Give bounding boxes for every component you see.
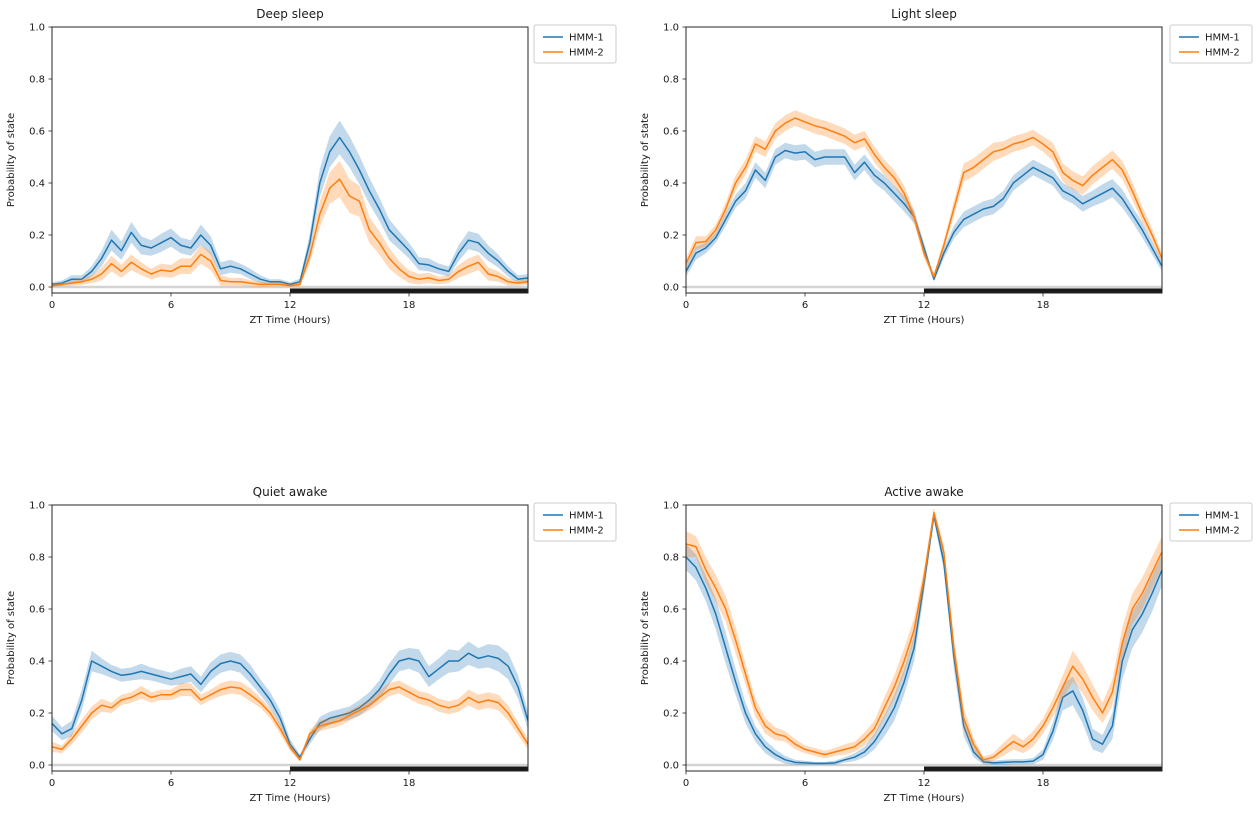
line-hmm-2 xyxy=(685,512,1163,761)
plot-area-active-awake: 0 6 12 18 0.0 0.2 0.4 0.6 0.8 1.0 xyxy=(663,501,1163,789)
x-tick-label: 6 xyxy=(802,300,808,311)
ci-band-hmm-1 xyxy=(52,641,528,760)
plot-area-quiet-awake: 0 6 12 18 0.0 0.2 0.4 0.6 0.8 1.0 xyxy=(29,501,529,789)
y-tick-label: 0.6 xyxy=(29,605,45,616)
y-tick-label: 0.0 xyxy=(29,761,45,772)
plot-area-deep-sleep: 0 6 12 18 0.0 0.2 0.4 0.6 0.8 1.0 xyxy=(29,23,529,311)
line-hmm-1 xyxy=(51,652,529,758)
dark-phase-bar xyxy=(290,766,528,771)
ci-band-hmm-1 xyxy=(686,142,1162,282)
y-tick-label: 0.6 xyxy=(29,127,45,138)
y-tick-label: 0.2 xyxy=(29,231,45,242)
legend-label-hmm2: HMM-2 xyxy=(1205,48,1240,59)
legend-label-hmm2: HMM-2 xyxy=(1205,526,1240,537)
subplot-deep-sleep: 0 6 12 18 0.0 0.2 0.4 0.6 0.8 1.0 Deep sleep ZT T… xyxy=(6,7,617,326)
plot-spines xyxy=(51,504,529,772)
dark-phase-bar xyxy=(290,288,528,293)
legend: HMM-1 HMM-2 xyxy=(533,24,617,64)
x-tick-label: 12 xyxy=(284,300,297,311)
x-axis-label: ZT Time (Hours) xyxy=(250,793,331,804)
dark-phase-bar xyxy=(924,288,1162,293)
y-tick-label: 0.6 xyxy=(663,127,679,138)
x-tick-label: 12 xyxy=(918,778,931,789)
line-hmm-2 xyxy=(51,178,529,287)
y-tick-label: 0.8 xyxy=(663,553,679,564)
plot-area-light-sleep: 0 6 12 18 0.0 0.2 0.4 0.6 0.8 1.0 xyxy=(663,23,1163,311)
y-tick-label: 0.4 xyxy=(29,657,45,668)
y-axis-label: Probability of state xyxy=(6,591,17,685)
legend-label-hmm2: HMM-2 xyxy=(569,48,604,59)
x-tick-label: 6 xyxy=(802,778,808,789)
subplot-active-awake: 0 6 12 18 0.0 0.2 0.4 0.6 0.8 1.0 Active awake ZT… xyxy=(640,485,1253,804)
x-tick-label: 18 xyxy=(1037,778,1050,789)
plot-title: Light sleep xyxy=(891,7,957,21)
line-hmm-1 xyxy=(685,514,1163,765)
y-tick-label: 0.4 xyxy=(29,179,45,190)
legend-label-hmm1: HMM-1 xyxy=(1205,33,1240,44)
x-tick-label: 0 xyxy=(49,778,55,789)
y-tick-label: 0.2 xyxy=(663,709,679,720)
y-axis-label: Probability of state xyxy=(640,591,651,685)
ci-band-hmm-2 xyxy=(52,680,528,762)
legend-label-hmm2: HMM-2 xyxy=(569,526,604,537)
line-hmm-1 xyxy=(685,149,1163,280)
y-tick-label: 0.8 xyxy=(29,75,45,86)
y-tick-label: 0.4 xyxy=(663,657,679,668)
y-axis-label: Probability of state xyxy=(6,113,17,207)
x-tick-label: 6 xyxy=(168,300,174,311)
subplot-light-sleep: 0 6 12 18 0.0 0.2 0.4 0.6 0.8 1.0 Light sleep ZT … xyxy=(640,7,1253,326)
y-tick-label: 0.8 xyxy=(29,553,45,564)
legend-box xyxy=(533,24,617,64)
y-tick-label: 0.0 xyxy=(663,283,679,294)
legend-label-hmm1: HMM-1 xyxy=(569,511,604,522)
plot-title: Quiet awake xyxy=(253,485,328,499)
line-hmm-2 xyxy=(685,117,1163,278)
x-tick-label: 18 xyxy=(1037,300,1050,311)
x-tick-label: 18 xyxy=(403,300,416,311)
y-tick-label: 0.8 xyxy=(663,75,679,86)
y-tick-label: 0.6 xyxy=(663,605,679,616)
legend-label-hmm1: HMM-1 xyxy=(569,33,604,44)
y-tick-label: 1.0 xyxy=(29,501,45,512)
y-axis-label: Probability of state xyxy=(640,113,651,207)
plot-title: Active awake xyxy=(884,485,963,499)
legend-box xyxy=(1169,502,1253,542)
plot-title: Deep sleep xyxy=(256,7,323,21)
x-tick-label: 6 xyxy=(168,778,174,789)
y-tick-label: 0.2 xyxy=(29,709,45,720)
subplot-quiet-awake: 0 6 12 18 0.0 0.2 0.4 0.6 0.8 1.0 Quiet awake ZT … xyxy=(6,485,617,804)
x-tick-label: 0 xyxy=(683,778,689,789)
legend: HMM-1 HMM-2 xyxy=(1169,502,1253,542)
dark-phase-bar xyxy=(924,766,1162,771)
legend: HMM-1 HMM-2 xyxy=(1169,24,1253,64)
legend-label-hmm1: HMM-1 xyxy=(1205,511,1240,522)
legend-box xyxy=(1169,24,1253,64)
legend: HMM-1 HMM-2 xyxy=(533,502,617,542)
x-axis-label: ZT Time (Hours) xyxy=(250,315,331,326)
x-tick-label: 12 xyxy=(918,300,931,311)
y-tick-label: 0.0 xyxy=(663,761,679,772)
x-axis-label: ZT Time (Hours) xyxy=(884,315,965,326)
line-hmm-1 xyxy=(51,136,529,286)
x-tick-label: 18 xyxy=(403,778,416,789)
y-tick-label: 0.0 xyxy=(29,283,45,294)
line-hmm-2 xyxy=(51,686,529,761)
x-axis-label: ZT Time (Hours) xyxy=(884,793,965,804)
x-tick-label: 0 xyxy=(49,300,55,311)
y-tick-label: 0.2 xyxy=(663,231,679,242)
x-tick-label: 0 xyxy=(683,300,689,311)
legend-box xyxy=(533,502,617,542)
y-tick-label: 1.0 xyxy=(663,23,679,34)
ci-band-hmm-2 xyxy=(52,160,528,287)
y-tick-label: 1.0 xyxy=(663,501,679,512)
x-tick-label: 12 xyxy=(284,778,297,789)
y-tick-label: 0.4 xyxy=(663,179,679,190)
ci-band-hmm-1 xyxy=(686,510,1162,765)
ci-band-hmm-1 xyxy=(52,120,528,287)
y-tick-label: 1.0 xyxy=(29,23,45,34)
